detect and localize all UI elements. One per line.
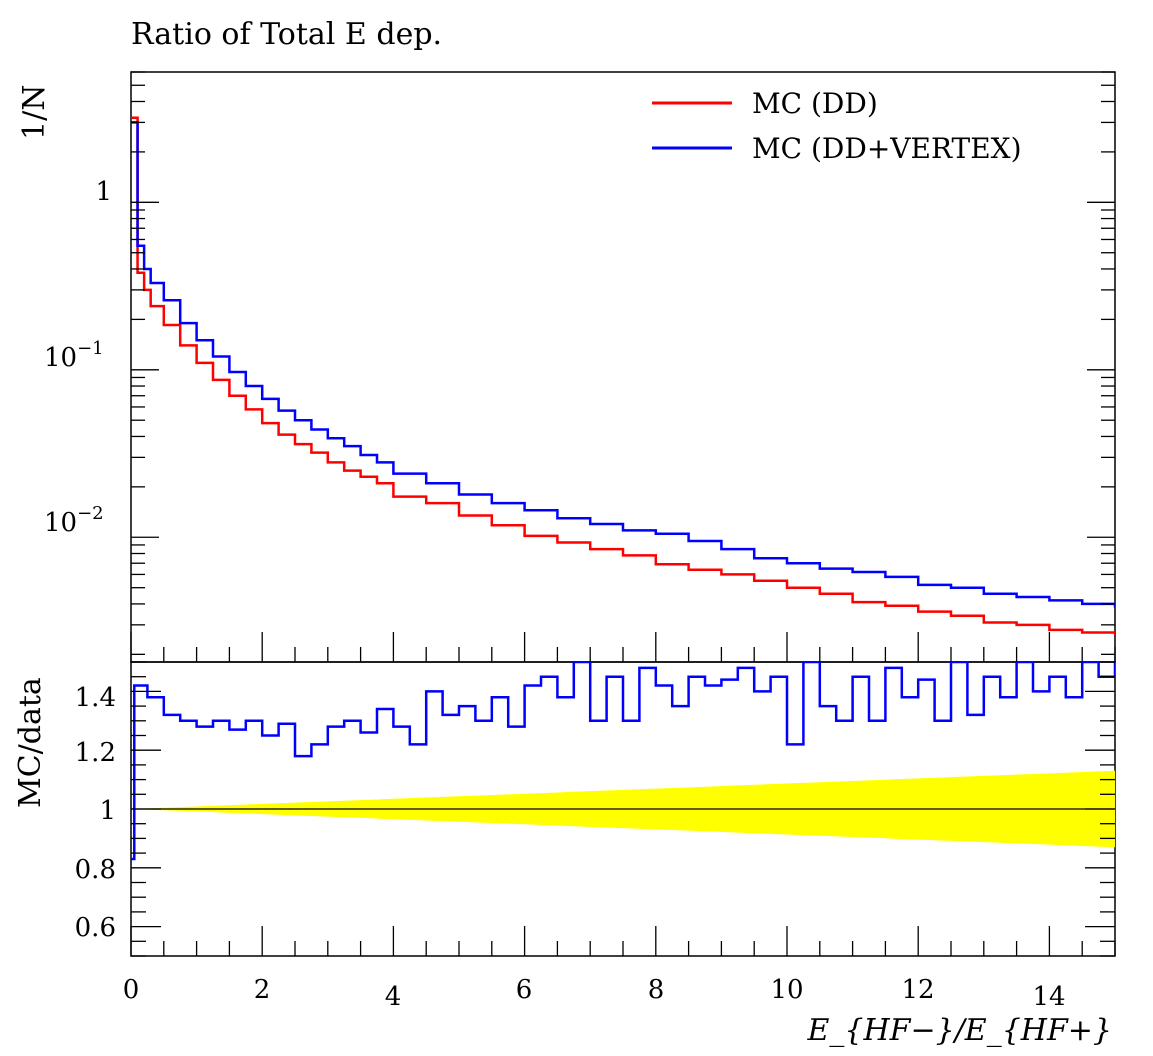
xtick-label-14: 14	[1032, 982, 1065, 1012]
top-y-axis-label: 1/N	[17, 85, 52, 140]
xtick-label-4: 4	[385, 982, 402, 1012]
x-tick-labels: 0 2 4 6 8 10 12 14	[123, 975, 1066, 1012]
ytick-label-0.8: 0.8	[75, 855, 116, 885]
legend-label-mc-dd: MC (DD)	[752, 87, 878, 120]
ytick-label-0.6: 0.6	[75, 913, 116, 943]
ratio-series-line	[131, 662, 1115, 861]
xtick-label-2: 2	[254, 975, 271, 1005]
ytick-label-10-neg1: 10−1	[44, 338, 104, 373]
xtick-label-8: 8	[648, 975, 665, 1005]
bottom-y-tick-labels: 1.4 1.2 1 0.8 0.6	[75, 683, 116, 943]
x-axis-label: E_{HF−}/E_{HF+}	[807, 1013, 1112, 1048]
top-axis-ticks	[130, 71, 1116, 662]
ytick-label-1.0: 1	[99, 796, 116, 826]
top-y-tick-labels: 1 10−1 10−2	[44, 177, 112, 538]
xtick-label-10: 10	[770, 975, 803, 1005]
bottom-y-axis-label: MC/data	[13, 677, 48, 808]
xtick-label-6: 6	[516, 975, 533, 1005]
xtick-label-0: 0	[123, 975, 140, 1005]
bottom-axis-ticks	[130, 661, 1116, 957]
ytick-label-1: 1	[95, 177, 112, 207]
ytick-label-1.2: 1.2	[75, 738, 116, 768]
chart-title: Ratio of Total E dep.	[131, 17, 442, 52]
legend-label-mc-dd-vertex: MC (DD+VERTEX)	[752, 132, 1022, 165]
ytick-label-1.4: 1.4	[75, 683, 116, 713]
series-mc-dd-line	[131, 116, 1115, 636]
ytick-label-10-neg2: 10−2	[44, 503, 104, 538]
legend: MC (DD) MC (DD+VERTEX)	[652, 87, 1022, 165]
series-mc-dd-vertex-line	[131, 121, 1115, 608]
xtick-label-12: 12	[901, 975, 934, 1005]
